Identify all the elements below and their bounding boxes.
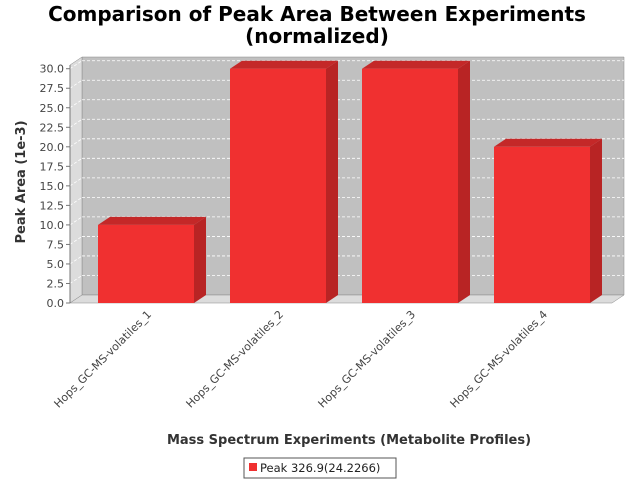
gridline-side [69,236,83,245]
gridline-side [69,216,83,226]
x-tick-label: Hops_GC-MS-volatiles_3 [316,308,419,411]
legend-box [243,457,397,479]
y-tick-label: 22.5 [40,121,65,134]
y-tick-label: 0.0 [47,297,65,310]
bar [230,60,338,303]
y-tick-label: 15.0 [40,180,65,193]
gridline-side [69,255,83,265]
bars [98,60,602,303]
x-tick-label: Hops_GC-MS-volatiles_2 [184,308,287,411]
legend-swatch [249,463,257,471]
y-axis: 0.0 2.5 5.0 7.5 10.0 12.5 15.0 17.5 20.0 22.5 25.0… [40,63,71,310]
gridline-side [69,99,83,109]
y-tick-label: 12.5 [40,199,65,212]
y-tick-label: 2.5 [47,277,65,290]
bar-top [98,216,206,225]
bar [494,138,602,303]
bar-side [326,60,338,303]
x-axis-label: Mass Spectrum Experiments (Metabolite Pr… [167,433,531,448]
y-tick-label: 27.5 [40,82,65,95]
bar-top [230,60,338,69]
bar-top [494,138,602,147]
bar-side [590,138,602,303]
y-tick-label: 17.5 [40,160,65,173]
bar-top [362,60,470,69]
gridline-side [69,177,83,187]
legend: Peak 326.9(24.2266) [243,457,397,479]
bar-side [458,60,470,303]
gridline-side [69,60,83,70]
chart-title: Comparison of Peak Area Between Experime… [48,2,586,26]
gridline-side [69,79,83,89]
bar [98,216,206,303]
y-tick-label: 10.0 [40,219,65,232]
x-axis: Hops_GC-MS-volatiles_1 Hops_GC-MS-volatil… [52,308,551,411]
gridline-side [69,275,83,284]
bar-front [230,68,326,303]
y-tick-label: 7.5 [47,238,65,251]
bar-front [98,224,194,303]
bar-front [362,68,458,303]
gridline-side [69,118,83,128]
y-tick-label: 25.0 [40,102,65,115]
bar [362,60,470,303]
y-tick-label: 5.0 [47,258,65,271]
gridline-side [69,138,83,148]
bar-front [494,146,590,303]
chart-subtitle: (normalized) [245,24,389,48]
plot-left-wall [69,56,83,304]
gridline-side [69,158,83,167]
x-tick-label: Hops_GC-MS-volatiles_4 [448,308,551,411]
gridline-side [69,197,83,206]
y-tick-label: 20.0 [40,141,65,154]
y-tick-label: 30.0 [40,63,65,76]
bar-side [194,216,206,303]
x-tick-label: Hops_GC-MS-volatiles_1 [52,308,155,411]
legend-label: Peak 326.9(24.2266) [260,461,380,475]
y-axis-label: Peak Area (1e-3) [14,120,29,243]
